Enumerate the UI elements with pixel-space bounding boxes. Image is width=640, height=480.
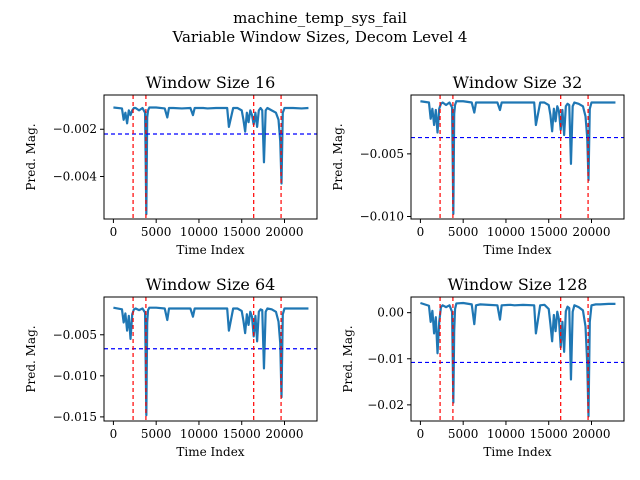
subplot-title: Window Size 128 — [448, 275, 588, 294]
x-tick-label: 20000 — [572, 225, 610, 239]
y-tick-label: 0.00 — [377, 306, 404, 320]
subplot-window-32: 0 5000 10000 15000 20000 −0.005 −0.010 Window S… — [331, 73, 625, 257]
x-axis-label: Time Index — [176, 445, 244, 459]
subplot-title: Window Size 64 — [146, 275, 276, 294]
y-axis-label: Pred. Mag. — [24, 123, 38, 190]
axes-frame — [103, 296, 318, 422]
x-axis-label: Time Index — [483, 445, 551, 459]
x-tick-label: 0 — [110, 427, 118, 441]
x-tick-label: 15000 — [223, 225, 261, 239]
y-axis-label: Pred. Mag. — [24, 325, 38, 392]
series-line — [113, 306, 309, 417]
x-tick-label: 20000 — [572, 427, 610, 441]
x-tick-label: 0 — [417, 427, 425, 441]
x-tick-label: 10000 — [487, 427, 525, 441]
x-tick-label: 5000 — [448, 225, 479, 239]
axes-frame — [103, 94, 318, 220]
x-tick-label: 15000 — [530, 427, 568, 441]
x-tick-label: 5000 — [448, 427, 479, 441]
y-tick-label: −0.01 — [367, 352, 404, 366]
subplot-title: Window Size 32 — [453, 73, 583, 92]
x-tick-label: 10000 — [487, 225, 525, 239]
y-tick-label: −0.004 — [53, 169, 98, 183]
x-tick-label: 10000 — [180, 225, 218, 239]
suptitle-line-2: Variable Window Sizes, Decom Level 4 — [172, 28, 468, 46]
y-tick-label: −0.010 — [360, 209, 404, 223]
plot-area — [104, 95, 317, 219]
x-tick-label: 15000 — [223, 427, 261, 441]
subplot-window-128: 0 5000 10000 15000 20000 0.00 −0.01 −0.02 Window… — [341, 275, 625, 459]
series-line — [420, 301, 616, 418]
x-tick-label: 15000 — [530, 225, 568, 239]
plot-area — [411, 95, 624, 219]
plot-area — [104, 297, 317, 421]
y-tick-label: −0.010 — [53, 369, 97, 383]
x-tick-label: 20000 — [265, 427, 303, 441]
y-tick-label: −0.002 — [53, 122, 97, 136]
x-axis-label: Time Index — [483, 243, 551, 257]
x-tick-label: 0 — [110, 225, 118, 239]
subplot-window-16: 0 5000 10000 15000 20000 −0.002 −0.004 Window S… — [24, 73, 318, 257]
x-tick-label: 5000 — [141, 225, 172, 239]
x-tick-label: 5000 — [141, 427, 172, 441]
y-tick-label: −0.02 — [367, 398, 404, 412]
y-tick-label: −0.005 — [53, 328, 97, 342]
y-axis-label: Pred. Mag. — [331, 123, 345, 190]
x-tick-label: 0 — [417, 225, 425, 239]
axes-frame — [410, 296, 625, 422]
subplot-window-64: 0 5000 10000 15000 20000 −0.005 −0.010 −0.015 Wi… — [24, 275, 318, 459]
y-tick-label: −0.005 — [360, 147, 404, 161]
y-tick-label: −0.015 — [53, 410, 97, 424]
x-axis-label: Time Index — [176, 243, 244, 257]
plot-area — [411, 297, 624, 421]
x-tick-label: 20000 — [265, 225, 303, 239]
y-axis-label: Pred. Mag. — [341, 325, 355, 392]
suptitle-line-1: machine_temp_sys_fail — [233, 9, 407, 27]
x-tick-label: 10000 — [180, 427, 218, 441]
series-line — [113, 106, 309, 216]
axes-frame — [410, 94, 625, 220]
subplot-title: Window Size 16 — [146, 73, 276, 92]
series-line — [420, 100, 616, 216]
